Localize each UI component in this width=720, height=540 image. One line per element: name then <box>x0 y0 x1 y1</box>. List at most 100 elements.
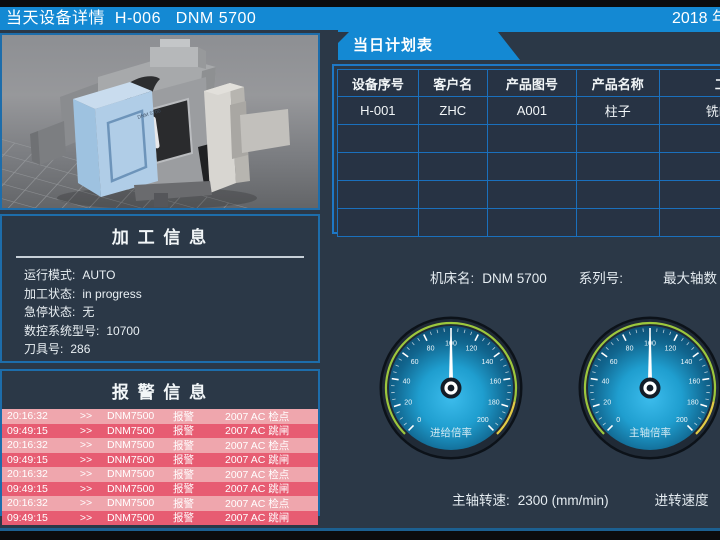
plan-table-cell <box>417 180 488 209</box>
alarm-info-panel: 报 警 信 息 20:16:32 >> DNM7500 报警 2007 AC 检点 09:… <box>0 369 320 525</box>
plan-table-cell <box>337 124 419 153</box>
field-label: 运行模式: <box>24 268 76 282</box>
svg-text:120: 120 <box>665 345 677 352</box>
plan-table-cell <box>486 124 577 153</box>
alarm-type: 报警 <box>173 425 194 438</box>
alarm-arrow: >> <box>79 424 93 437</box>
alarm-device: DNM7500 <box>107 439 155 452</box>
alarm-type: 报警 <box>173 512 194 525</box>
plan-table-cell <box>658 208 720 237</box>
alarm-type: 报警 <box>173 439 194 452</box>
alarm-message: 2007 AC 检点 <box>225 439 290 452</box>
alarm-time: 09:49:15 <box>7 482 48 495</box>
alarm-message: 2007 AC 跳闸 <box>225 454 290 467</box>
svg-text:160: 160 <box>689 378 701 385</box>
bottom-black-bar <box>0 531 720 540</box>
plan-table-cell <box>417 152 488 181</box>
svg-text:200: 200 <box>676 417 688 424</box>
alarm-arrow: >> <box>79 511 93 524</box>
plan-table-cell <box>575 124 660 153</box>
alarm-type: 报警 <box>173 410 194 423</box>
svg-text:140: 140 <box>482 359 494 366</box>
alarm-type: 报警 <box>173 454 194 467</box>
alarm-device: DNM7500 <box>107 468 155 481</box>
spindle-override-gauge: 020406080100120140160180200主轴倍率 <box>578 316 720 460</box>
plan-tab-topline <box>338 30 720 32</box>
plan-table-cell: 柱子 <box>575 96 660 125</box>
svg-text:60: 60 <box>411 359 419 366</box>
alarm-row: 09:49:15 >> DNM7500 报警 2007 AC 跳闸 <box>2 510 318 525</box>
plan-table-panel: 设备序号 客户名 产品图号 产品名称 工序 H-001ZHCA001柱子铣N10… <box>332 64 720 237</box>
alarm-message: 2007 AC 跳闸 <box>225 425 290 438</box>
tab-daily-plan-label: 当日计划表 <box>353 37 434 54</box>
header-bar: 当天设备详情 H-006 DNM 5700 2018 年 <box>0 7 720 30</box>
field-process-status: 加工状态: in progress <box>24 285 318 304</box>
processing-fields: 运行模式: AUTO 加工状态: in progress 急停状态: 无 数控系统型号… <box>2 264 318 359</box>
machine-3d-render: DNM 5700 <box>2 35 318 208</box>
plan-table-cell <box>486 180 577 209</box>
field-label: 加工状态: <box>24 286 76 301</box>
plan-table-cell: A001 <box>486 96 577 125</box>
alarm-arrow: >> <box>79 497 93 510</box>
alarm-arrow: >> <box>79 410 93 423</box>
alarm-type: 报警 <box>173 468 194 481</box>
svg-text:主轴倍率: 主轴倍率 <box>629 426 671 439</box>
bottom-separator <box>0 528 720 531</box>
col-device-serial: 设备序号 <box>337 69 419 97</box>
spindle-speed-value: 2300 <box>517 493 548 508</box>
alarm-time: 09:49:15 <box>7 511 48 524</box>
field-run-mode: 运行模式: AUTO <box>24 266 318 285</box>
max-axis-label: 最大轴数 <box>663 271 718 286</box>
plan-table-cell <box>486 208 577 237</box>
alarm-message: 2007 AC 检点 <box>225 410 290 423</box>
alarm-time: 20:16:32 <box>7 410 48 423</box>
svg-text:进给倍率: 进给倍率 <box>430 426 472 439</box>
svg-text:40: 40 <box>403 378 411 385</box>
alarm-row: 09:49:15 >> DNM7500 报警 2007 AC 跳闸 <box>2 452 318 467</box>
alarm-device: DNM7500 <box>107 497 155 510</box>
machine-info-row: 机床名: DNM 5700 系列号: 最大轴数 <box>430 267 720 287</box>
header-date: 2018 年 <box>671 10 720 27</box>
plan-table-cell <box>658 152 720 181</box>
alarm-row: 09:49:15 >> DNM7500 报警 2007 AC 跳闸 <box>2 423 318 438</box>
svg-text:0: 0 <box>417 417 421 424</box>
plan-table-cell: ZHC <box>417 96 488 125</box>
title-divider <box>16 256 304 258</box>
svg-text:180: 180 <box>488 399 500 406</box>
serial-number: 系列号: <box>579 267 631 287</box>
feed-speed: 进转速度 <box>655 489 717 509</box>
alarm-arrow: >> <box>79 453 93 466</box>
svg-text:160: 160 <box>490 378 502 385</box>
plan-table-cell <box>575 208 660 237</box>
alarm-time: 20:16:32 <box>7 468 48 481</box>
alarm-device: DNM7500 <box>107 424 155 437</box>
alarm-time: 09:49:15 <box>7 424 48 437</box>
alarm-row: 20:16:32 >> DNM7500 报警 2007 AC 检点 <box>2 496 318 511</box>
plan-table-cell <box>337 152 419 181</box>
svg-text:20: 20 <box>404 399 412 406</box>
plan-table-row <box>337 124 720 153</box>
max-axis: 最大轴数 <box>663 267 720 287</box>
alarm-row: 20:16:32 >> DNM7500 报警 2007 AC 检点 <box>2 467 318 482</box>
alarm-info-title: 报 警 信 息 <box>111 383 209 402</box>
svg-text:80: 80 <box>626 345 634 352</box>
svg-text:60: 60 <box>610 359 618 366</box>
field-value: 286 <box>70 342 91 356</box>
feed-override-gauge: 020406080100120140160180200进给倍率 <box>379 316 523 460</box>
tab-daily-plan[interactable]: 当日计划表 <box>338 32 520 60</box>
col-product-name: 产品名称 <box>575 69 660 97</box>
machine-name: 机床名: DNM 5700 <box>430 267 547 287</box>
plan-table-cell <box>337 208 419 237</box>
top-black-bar <box>0 0 720 7</box>
footer-info-row: 主轴转速: 2300 (mm/min) 进转速度 <box>452 489 720 509</box>
spindle-speed-label: 主轴转速: <box>452 493 510 508</box>
alarm-message: 2007 AC 跳闸 <box>225 483 290 496</box>
alarm-type: 报警 <box>173 483 194 496</box>
alarm-device: DNM7500 <box>107 482 155 495</box>
feed-speed-label: 进转速度 <box>654 493 709 508</box>
svg-text:120: 120 <box>466 345 478 352</box>
svg-text:80: 80 <box>427 345 435 352</box>
field-label: 急停状态: <box>24 305 76 319</box>
field-value: AUTO <box>82 268 116 282</box>
